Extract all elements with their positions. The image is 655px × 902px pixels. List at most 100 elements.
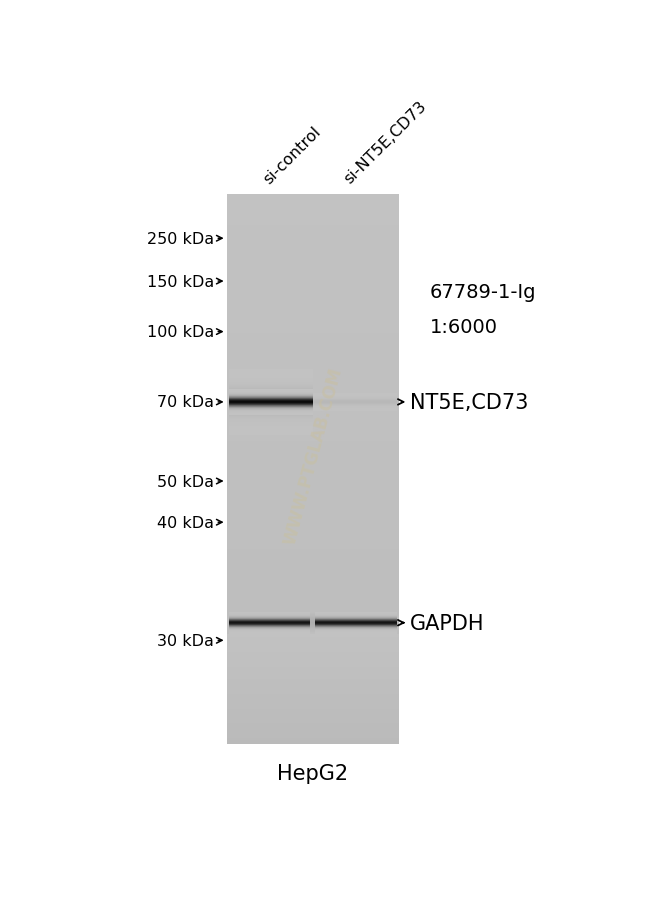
Bar [227,709,399,711]
Bar [227,654,399,656]
Bar [227,301,399,303]
Bar [227,674,399,676]
Bar [227,529,399,531]
Bar [227,515,399,517]
Bar [227,588,399,590]
Bar [227,630,399,632]
Bar [227,603,399,604]
Text: 100 kDa: 100 kDa [147,325,214,340]
Bar [227,720,399,722]
Bar [227,686,399,687]
Bar [227,557,399,559]
Bar [227,419,399,420]
Bar [227,409,399,411]
Bar [227,349,399,351]
Bar [227,716,399,718]
Bar [227,658,399,659]
Bar [227,705,399,707]
Bar [227,451,399,453]
Bar [227,287,399,289]
Bar [227,689,399,691]
Bar [227,391,399,392]
Bar [227,640,399,641]
Bar [227,228,399,230]
Bar [227,609,399,611]
Bar [227,659,399,661]
Bar [227,732,399,734]
Bar [227,559,399,561]
Bar [227,483,399,484]
Bar [227,237,399,239]
Bar [227,323,399,325]
Bar [227,446,399,447]
Bar [227,656,399,658]
Bar [227,678,399,680]
Bar [227,723,399,725]
Bar [227,387,399,389]
Bar [227,687,399,689]
Bar [227,649,399,650]
Bar [227,261,399,262]
Bar [227,638,399,640]
Text: WWW.PTGLAB.COM: WWW.PTGLAB.COM [280,365,345,546]
Bar [227,621,399,623]
Bar [227,570,399,572]
Bar [227,729,399,731]
Bar [227,645,399,647]
Bar [227,625,399,627]
Bar [227,474,399,477]
Bar [227,524,399,526]
Bar [227,629,399,630]
Bar [227,594,399,595]
Bar [227,691,399,693]
Bar [227,556,399,557]
Text: 67789-1-Ig: 67789-1-Ig [430,283,536,302]
Bar [227,577,399,579]
Bar [227,658,399,659]
Bar [227,435,399,437]
Bar [227,376,399,378]
Bar [227,702,399,704]
Bar [227,197,399,198]
Bar [227,206,399,207]
Bar [227,718,399,720]
Bar [227,437,399,438]
Bar [227,433,399,435]
Bar [227,716,399,718]
Bar [227,378,399,380]
Bar [227,307,399,308]
Bar [227,471,399,473]
Bar [227,385,399,387]
Bar [227,479,399,481]
Bar [227,647,399,649]
Bar [227,415,399,417]
Bar [227,456,399,458]
Bar [227,246,399,248]
Bar [227,299,399,301]
Bar [227,280,399,281]
Bar [227,501,399,502]
Bar [227,511,399,513]
Bar [227,405,399,407]
Bar [227,339,399,341]
Bar [227,656,399,658]
Bar [227,243,399,244]
Bar [227,510,399,511]
Bar [227,292,399,294]
Bar [227,667,399,668]
Bar [227,343,399,345]
Bar [227,467,399,469]
Bar [227,696,399,698]
Bar [227,641,399,643]
Bar [227,369,399,371]
Bar [227,316,399,318]
Bar [227,592,399,594]
Bar [227,232,399,234]
Bar [227,732,399,734]
Bar [227,296,399,298]
Bar [227,277,399,280]
Text: 50 kDa: 50 kDa [157,474,214,489]
Bar [227,680,399,682]
Bar [227,670,399,672]
Bar [227,504,399,506]
